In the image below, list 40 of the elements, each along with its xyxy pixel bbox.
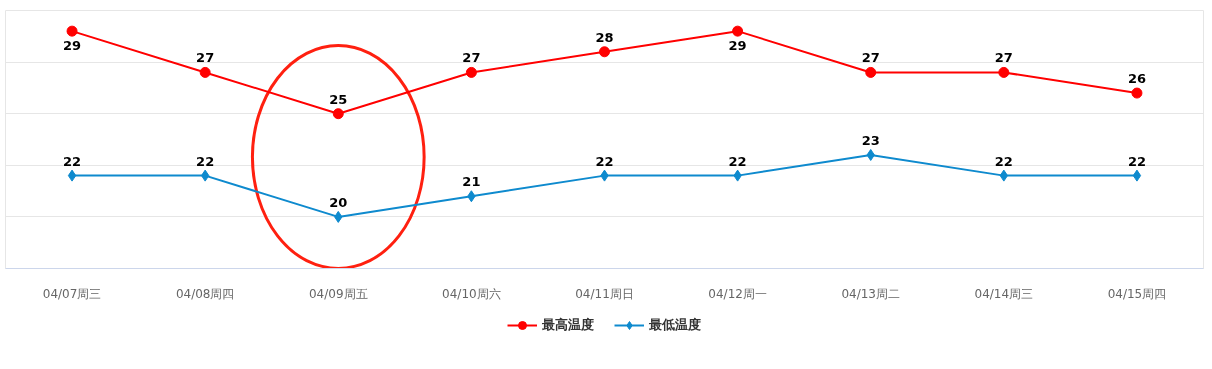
x-tick-label: 04/12周一 bbox=[708, 286, 767, 301]
data-label: 25 bbox=[329, 91, 348, 107]
data-label: 22 bbox=[728, 153, 747, 169]
point bbox=[67, 169, 77, 182]
data-label: 20 bbox=[329, 194, 348, 210]
point bbox=[66, 25, 78, 37]
data-label: 22 bbox=[196, 153, 215, 169]
point bbox=[599, 46, 610, 58]
data-label: 22 bbox=[994, 153, 1013, 169]
legend-label: 最高温度 bbox=[542, 316, 594, 334]
point bbox=[998, 66, 1010, 78]
x-tick-label: 04/14周三 bbox=[974, 286, 1034, 301]
data-label: 28 bbox=[595, 29, 614, 45]
data-label: 27 bbox=[462, 50, 481, 66]
x-tick-label: 04/11周日 bbox=[575, 286, 634, 301]
data-label: 29 bbox=[63, 38, 82, 54]
data-label: 27 bbox=[861, 50, 880, 66]
legend-label: 最低温度 bbox=[649, 316, 701, 334]
data-label: 22 bbox=[63, 153, 82, 169]
data-label: 27 bbox=[994, 50, 1013, 66]
point bbox=[465, 66, 477, 78]
data-label: 29 bbox=[728, 38, 747, 54]
x-tick-label: 04/13周二 bbox=[841, 286, 901, 301]
data-label: 21 bbox=[462, 174, 481, 190]
x-tick-label: 04/09周五 bbox=[308, 286, 368, 301]
data-label: 23 bbox=[861, 132, 880, 148]
point bbox=[332, 108, 344, 120]
x-tick-label: 04/08周四 bbox=[175, 286, 235, 301]
x-tick-label: 04/10周六 bbox=[442, 286, 501, 301]
point bbox=[1132, 169, 1142, 182]
point bbox=[732, 25, 744, 37]
x-tick-label: 04/07周三 bbox=[42, 286, 102, 301]
point bbox=[865, 66, 877, 78]
data-label: 27 bbox=[196, 50, 215, 66]
data-label: 22 bbox=[595, 153, 614, 169]
x-tick-label: 04/15周四 bbox=[1107, 286, 1167, 301]
point bbox=[199, 66, 211, 78]
data-label: 26 bbox=[1127, 71, 1146, 87]
point bbox=[1131, 87, 1143, 99]
data-label: 22 bbox=[1127, 153, 1146, 169]
